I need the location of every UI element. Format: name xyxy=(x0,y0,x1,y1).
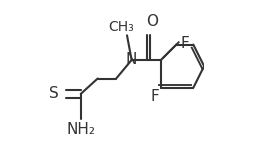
Text: N: N xyxy=(126,52,137,68)
Text: O: O xyxy=(146,14,158,29)
Text: S: S xyxy=(49,86,59,101)
Text: F: F xyxy=(151,89,160,104)
Text: F: F xyxy=(180,35,189,51)
Text: CH₃: CH₃ xyxy=(108,20,134,34)
Text: NH₂: NH₂ xyxy=(66,122,95,137)
